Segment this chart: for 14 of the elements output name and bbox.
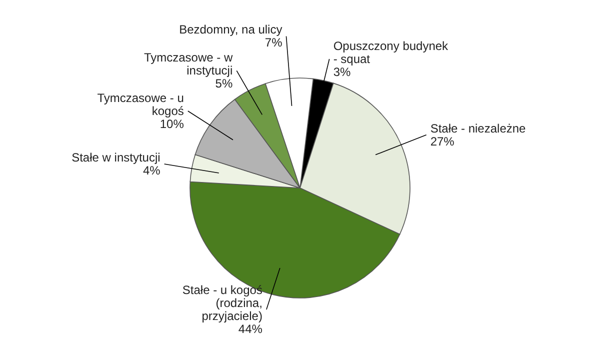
- data-label: 3%: [333, 65, 352, 80]
- data-label: 44%: [238, 322, 263, 336]
- slice-label: Bezdomny, na ulicy: [179, 22, 282, 37]
- data-label: 5%: [215, 76, 233, 91]
- slice-label: Stałe - niezależne: [430, 121, 526, 136]
- data-label: 10%: [160, 117, 184, 132]
- slice-label: Opuszczony budynek - squat: [333, 39, 450, 66]
- slice-label: Tymczasowe - w instytucji: [144, 50, 233, 78]
- slice-label: Tymczasowe - u kogoś: [97, 91, 184, 118]
- slice-label: Stałe w instytucji: [72, 150, 160, 164]
- slice-label: Stałe - u kogoś (rodzina, przyjaciele): [182, 283, 262, 323]
- data-label: 27%: [430, 134, 455, 148]
- data-label: 4%: [142, 164, 161, 178]
- data-label: 7%: [264, 36, 283, 50]
